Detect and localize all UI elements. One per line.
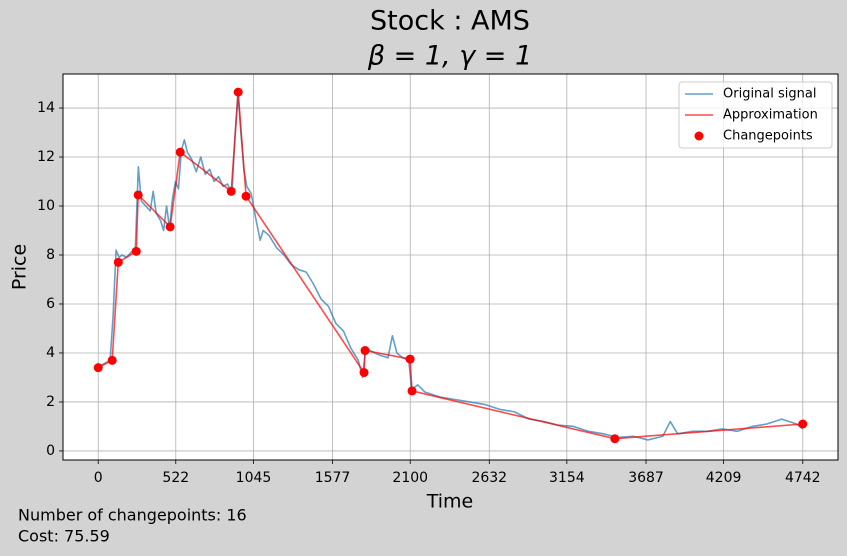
legend-swatch xyxy=(694,131,704,141)
changepoint xyxy=(233,87,243,97)
changepoint xyxy=(175,147,185,157)
changepoint xyxy=(107,355,117,365)
y-tick-label: 8 xyxy=(46,247,55,263)
footnote: Number of changepoints: 16 xyxy=(18,506,247,525)
changepoint xyxy=(131,246,141,256)
x-tick-label: 1045 xyxy=(236,470,272,486)
x-tick-label: 2100 xyxy=(392,470,428,486)
changepoint xyxy=(359,368,369,378)
frame xyxy=(62,73,839,461)
changepoint xyxy=(241,191,251,201)
changepoint xyxy=(610,434,620,444)
legend-label: Approximation xyxy=(723,108,818,123)
y-axis-label: Price xyxy=(9,244,31,290)
chart-title: Stock : AMS xyxy=(370,6,530,37)
series-line xyxy=(97,91,803,440)
legend-box xyxy=(678,81,833,149)
changepoint xyxy=(165,222,175,232)
x-tick-label: 0 xyxy=(94,470,103,486)
x-tick-label: 3154 xyxy=(549,470,585,486)
x-tick-label: 522 xyxy=(162,470,189,486)
y-tick-label: 4 xyxy=(46,345,55,361)
chart-subtitle: β = 1, γ = 1 xyxy=(367,41,532,72)
x-tick-label: 4742 xyxy=(785,470,821,486)
changepoint xyxy=(798,419,808,429)
footnote: Cost: 75.59 xyxy=(18,527,110,546)
x-tick-label: 3687 xyxy=(628,470,664,486)
changepoint xyxy=(360,346,370,356)
x-tick-label: 2632 xyxy=(471,470,507,486)
changepoint xyxy=(133,190,143,200)
y-tick-label: 0 xyxy=(46,443,55,459)
changepoint xyxy=(407,386,417,396)
changepoint xyxy=(113,257,123,267)
changepoint xyxy=(226,186,236,196)
x-axis-label: Time xyxy=(426,491,474,513)
x-tick-label: 1577 xyxy=(315,470,351,486)
legend-label: Original signal xyxy=(723,87,816,102)
x-tick-label: 4209 xyxy=(706,470,742,486)
changepoint xyxy=(93,363,103,373)
y-tick-label: 6 xyxy=(46,296,55,312)
y-tick-label: 10 xyxy=(37,198,55,214)
legend-label: Changepoints xyxy=(723,129,813,144)
y-tick-label: 14 xyxy=(37,100,55,116)
changepoint xyxy=(405,354,415,364)
y-tick-label: 2 xyxy=(46,394,55,410)
y-tick-label: 12 xyxy=(37,149,55,165)
